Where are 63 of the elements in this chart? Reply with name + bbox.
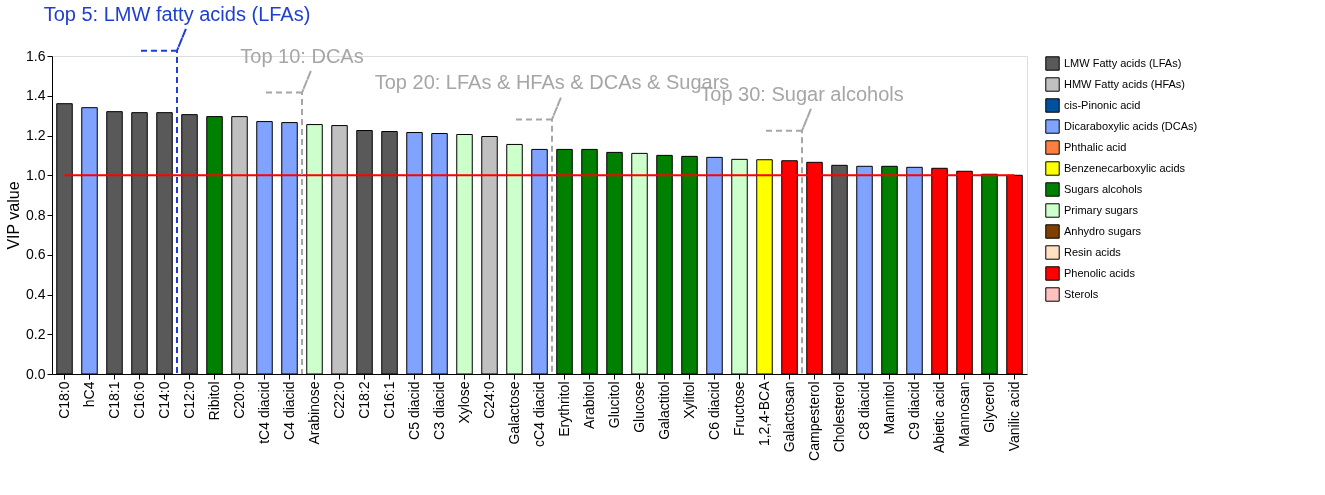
x-tick-label: C16:1 <box>380 381 397 419</box>
x-tick-label: Campesterol <box>805 381 822 461</box>
y-tick-label: 1.0 <box>26 166 46 183</box>
x-tick-label: Cholesterol <box>830 381 847 453</box>
x-tick-label: tC4 diacid <box>255 381 272 444</box>
x-tick-label: Glycerol <box>980 381 997 433</box>
y-tick-label: 1.4 <box>26 87 46 104</box>
legend-label: Anhydro sugars <box>1064 224 1142 237</box>
x-tick-label: Glucose <box>630 381 647 433</box>
x-tick-label: Vanilic acid <box>1005 381 1022 452</box>
y-tick-label: 0.4 <box>26 286 46 302</box>
legend-label: Sugars alcohols <box>1064 182 1143 195</box>
x-tick-label: C5 diacid <box>405 381 422 440</box>
x-tick-label: Mannosan <box>955 381 972 447</box>
x-tick-label: C8 diacid <box>855 381 872 440</box>
x-tick-label: C24:0 <box>480 381 497 419</box>
x-tick-label: Mannitol <box>880 381 897 435</box>
x-tick-label: hC4 <box>80 381 97 408</box>
legend-label: Resin acids <box>1064 245 1122 258</box>
y-tick-label: 0.8 <box>26 206 46 223</box>
x-tick-label: 1,2,4-BCA <box>755 380 772 447</box>
y-tick-label: 0.6 <box>26 246 46 263</box>
x-tick-label: Arabinose <box>305 381 322 445</box>
x-tick-label: C20:0 <box>230 381 247 419</box>
x-tick-label: C14:0 <box>155 381 172 419</box>
y-tick-label: 1.2 <box>26 127 46 143</box>
x-tick-label: C9 diacid <box>905 381 922 440</box>
legend-label: Phenolic acids <box>1064 266 1136 279</box>
y-axis-title: VIP value <box>5 181 23 250</box>
x-tick-label: Galactitol <box>655 381 672 440</box>
legend-label: Sterols <box>1064 287 1099 300</box>
x-tick-label: Galactose <box>505 381 522 445</box>
x-tick-label: Xylose <box>455 381 472 424</box>
x-tick-label: C3 diacid <box>430 381 447 440</box>
x-tick-label: C18:0 <box>55 381 72 419</box>
x-tick-label: C16:0 <box>130 381 147 419</box>
x-tick-label: Ribitol <box>205 381 222 421</box>
ref-line-label: Top 10: DCAs <box>240 44 364 67</box>
y-tick-label: 1.6 <box>26 47 46 64</box>
x-tick-label: C12:0 <box>180 381 197 419</box>
legend-label: cis-Pinonic acid <box>1064 98 1141 111</box>
x-tick-label: Glucitol <box>605 381 622 429</box>
legend-label: Phthalic acid <box>1064 140 1127 153</box>
x-tick-label: Xylitol <box>680 381 697 419</box>
x-tick-label: Abietic acid <box>930 381 947 454</box>
y-tick-label: 0.0 <box>26 365 46 382</box>
legend-label: Benzenecarboxylic acids <box>1064 161 1186 174</box>
x-tick-label: Erythritol <box>555 381 572 437</box>
x-tick-label: cC4 diacid <box>530 381 547 447</box>
x-tick-label: Fructose <box>730 381 747 436</box>
legend-label: HMW Fatty acids (HFAs) <box>1064 77 1186 90</box>
x-tick-label: C22:0 <box>330 381 347 419</box>
legend-label: Primary sugars <box>1064 203 1139 216</box>
x-tick-label: C18:2 <box>355 381 372 419</box>
ref-line-label: Top 5: LMW fatty acids (LFAs) <box>43 2 311 25</box>
x-tick-label: Arabitol <box>580 381 597 429</box>
x-tick-label: Galactosan <box>780 381 797 453</box>
x-tick-label: C18:1 <box>105 381 122 419</box>
x-tick-label: C4 diacid <box>280 381 297 440</box>
legend-label: LMW Fatty acids (LFAs) <box>1064 56 1182 69</box>
legend-label: Dicaraboxylic acids (DCAs) <box>1064 119 1198 132</box>
y-tick-label: 0.2 <box>26 325 46 342</box>
x-tick-label: C6 diacid <box>705 381 722 440</box>
